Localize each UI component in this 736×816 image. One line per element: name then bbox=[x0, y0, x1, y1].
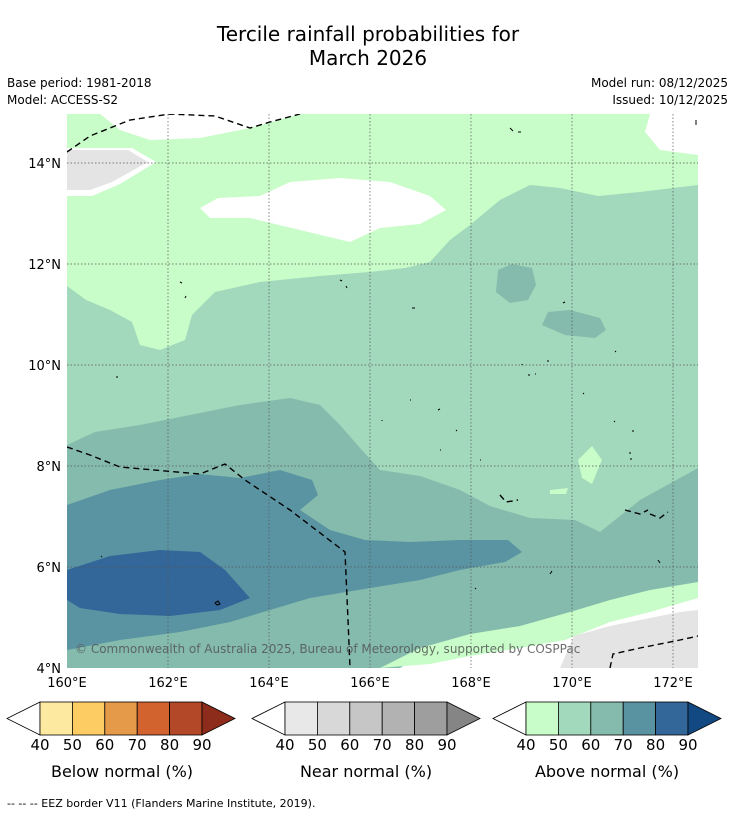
near-colorbar-tick-label: 50 bbox=[308, 736, 327, 754]
title-line-2: March 2026 bbox=[308, 46, 428, 70]
lon-label-162: 162°E bbox=[148, 676, 188, 691]
below-colorbar-swatch bbox=[169, 701, 203, 736]
near-colorbar-tick-label: 60 bbox=[340, 736, 359, 754]
colorbars: 40 50 60 70 80 90 40 50 60 70 80 90 40 50 60 70 80 90 bbox=[6, 701, 722, 754]
meta-left: Base period: 1981-2018 Model: ACCESS-S2 bbox=[7, 75, 152, 109]
below-colorbar-min-extension bbox=[6, 701, 41, 736]
below-colorbar-tick-label: 70 bbox=[128, 736, 147, 754]
below-colorbar-tick-label: 40 bbox=[30, 736, 49, 754]
below-colorbar-swatch bbox=[136, 701, 170, 736]
below-colorbar-swatch bbox=[72, 701, 106, 736]
above-colorbar-tick-label: 40 bbox=[516, 736, 535, 754]
near-colorbar-tick-label: 80 bbox=[405, 736, 424, 754]
above-colorbar-swatch bbox=[558, 701, 592, 736]
lon-label-164: 164°E bbox=[249, 676, 289, 691]
above-colorbar-swatch bbox=[622, 701, 657, 736]
region-white-north-3 bbox=[645, 114, 698, 155]
lat-axis-labels: 14°N 12°N 10°N 8°N 6°N 4°N bbox=[28, 157, 61, 677]
copyright-text: © Commonwealth of Australia 2025, Bureau… bbox=[75, 642, 580, 656]
below-colorbar-tick-label: 90 bbox=[192, 736, 211, 754]
region-above-40-50-south bbox=[380, 582, 698, 668]
lon-label-170: 170°E bbox=[552, 676, 592, 691]
near-colorbar-tick-label: 70 bbox=[373, 736, 392, 754]
above-normal-label: Above normal (%) bbox=[534, 762, 680, 781]
above-colorbar-min-extension bbox=[492, 701, 527, 736]
below-colorbar-tick-label: 50 bbox=[63, 736, 82, 754]
issued-date: Issued: 10/12/2025 bbox=[612, 93, 728, 107]
lat-label-10: 10°N bbox=[28, 359, 61, 374]
lat-label-12: 12°N bbox=[28, 258, 61, 273]
region-above-40-50-islet-2 bbox=[550, 488, 568, 494]
near-colorbar-swatch bbox=[284, 701, 318, 736]
model-name: Model: ACCESS-S2 bbox=[7, 93, 119, 107]
region-above-40-50-north bbox=[67, 114, 698, 350]
near-colorbar-swatch bbox=[349, 701, 383, 736]
meta-right: Model run: 08/12/2025 Issued: 10/12/2025 bbox=[591, 75, 728, 109]
above-colorbar-tick-label: 90 bbox=[678, 736, 697, 754]
region-above-60-70-islet-2 bbox=[542, 310, 606, 338]
probability-map bbox=[67, 114, 698, 668]
island-marks bbox=[100, 120, 697, 606]
above-colorbar-swatch bbox=[525, 701, 559, 736]
lat-label-14: 14°N bbox=[28, 157, 61, 172]
lat-label-6: 6°N bbox=[37, 561, 62, 576]
eez-borders bbox=[67, 114, 698, 668]
lon-label-168: 168°E bbox=[451, 676, 491, 691]
model-run: Model run: 08/12/2025 bbox=[590, 76, 728, 90]
below-colorbar-swatch bbox=[39, 701, 73, 736]
base-period: Base period: 1981-2018 bbox=[7, 76, 152, 90]
near-colorbar-tick-label: 40 bbox=[275, 736, 294, 754]
region-above-80-90 bbox=[67, 550, 250, 616]
eez-footnote: -- -- -- EEZ border V11 (Flanders Marine… bbox=[7, 797, 316, 810]
above-colorbar-tick-label: 50 bbox=[549, 736, 568, 754]
lat-label-8: 8°N bbox=[37, 460, 62, 475]
below-normal-label: Below normal (%) bbox=[50, 762, 194, 781]
above-colorbar-tick-label: 70 bbox=[614, 736, 633, 754]
near-colorbar-swatch bbox=[381, 701, 416, 736]
below-colorbar-tick-label: 80 bbox=[160, 736, 179, 754]
near-colorbar-max-extension bbox=[446, 701, 481, 736]
region-white-north-2 bbox=[100, 114, 300, 140]
above-colorbar-tick-label: 60 bbox=[581, 736, 600, 754]
lon-label-160: 160°E bbox=[47, 676, 87, 691]
above-colorbar-max-extension bbox=[687, 701, 722, 736]
region-near-40-50-south bbox=[560, 610, 698, 668]
above-colorbar-swatch bbox=[590, 701, 624, 736]
lon-label-166: 166°E bbox=[350, 676, 390, 691]
near-colorbar-swatch bbox=[414, 701, 448, 736]
near-colorbar-tick-label: 90 bbox=[437, 736, 456, 754]
lat-label-4: 4°N bbox=[37, 662, 62, 677]
chart-title: Tercile rainfall probabilities for March… bbox=[0, 22, 736, 70]
region-white-north-1 bbox=[200, 178, 446, 242]
region-above-40-50-islet bbox=[578, 446, 602, 484]
above-colorbar-swatch bbox=[655, 701, 689, 736]
below-colorbar-swatch bbox=[104, 701, 138, 736]
above-colorbar-tick-label: 80 bbox=[646, 736, 665, 754]
graticule bbox=[67, 114, 698, 668]
lon-label-172: 172°E bbox=[653, 676, 693, 691]
region-above-60-70-islet-1 bbox=[496, 264, 536, 303]
title-line-1: Tercile rainfall probabilities for bbox=[216, 22, 520, 46]
near-colorbar-swatch bbox=[316, 701, 351, 736]
region-near-40-50-northwest bbox=[67, 150, 148, 190]
lon-axis-labels: 160°E 162°E 164°E 166°E 168°E 170°E 172°… bbox=[47, 676, 693, 691]
below-colorbar-tick-label: 60 bbox=[95, 736, 114, 754]
near-normal-label: Near normal (%) bbox=[299, 762, 433, 781]
near-colorbar-min-extension bbox=[251, 701, 286, 736]
below-colorbar-max-extension bbox=[201, 701, 236, 736]
